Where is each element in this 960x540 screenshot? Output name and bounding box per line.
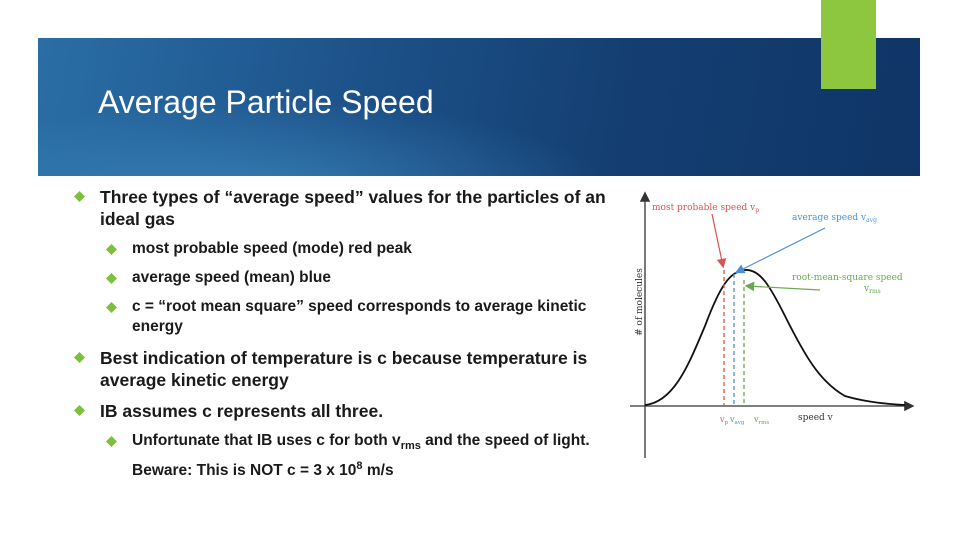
diamond-bullet-icon: [106, 273, 117, 284]
y-axis-label: # of molecules: [635, 268, 645, 336]
banner-glow: [38, 98, 618, 176]
vavg-label: average speed vavg: [792, 213, 877, 224]
diamond-bullet-icon: [106, 244, 117, 255]
vrms-label-line1: root-mean-square speed: [792, 273, 903, 283]
diamond-bullet-icon: [106, 436, 117, 447]
bullet-item: most probable speed (mode) red peak: [70, 239, 610, 259]
bullet-text: Three types of “average speed” values fo…: [100, 187, 606, 229]
bullet-item: IB assumes c represents all three.: [70, 400, 610, 422]
speed-distribution-graph: most probable speed vp average speed vav…: [630, 191, 915, 458]
bullet-item: Three types of “average speed” values fo…: [70, 186, 610, 230]
vp-label: most probable speed vp: [652, 203, 759, 214]
vp-tick-label: vp: [719, 415, 729, 426]
bullet-text: Unfortunate that IB uses c for both vrms…: [132, 432, 590, 480]
vavg-tick-label: vavg: [729, 415, 745, 426]
diamond-bullet-icon: [106, 302, 117, 313]
bullet-text: IB assumes c represents all three.: [100, 401, 384, 421]
distribution-curve: [644, 269, 906, 406]
bullet-text: most probable speed (mode) red peak: [132, 240, 412, 257]
bullet-list: Three types of “average speed” values fo…: [70, 186, 610, 481]
title-banner: [38, 38, 920, 176]
bullet-text: Best indication of temperature is c beca…: [100, 348, 588, 390]
bullet-text: c = “root mean square” speed corresponds…: [132, 298, 587, 335]
bullet-item: Unfortunate that IB uses c for both vrms…: [70, 431, 610, 481]
diamond-bullet-icon: [74, 352, 85, 363]
diamond-bullet-icon: [74, 191, 85, 202]
diamond-bullet-icon: [74, 405, 85, 416]
vrms-arrow: [744, 281, 821, 292]
x-axis-label: speed v: [798, 413, 834, 423]
bullet-item: c = “root mean square” speed corresponds…: [70, 297, 610, 337]
vavg-arrow: [734, 227, 826, 274]
accent-green-tab: [821, 0, 876, 89]
vp-arrow: [711, 213, 727, 269]
slide-title: Average Particle Speed: [98, 84, 434, 120]
bullet-text: average speed (mean) blue: [132, 269, 331, 286]
bullet-item: average speed (mean) blue: [70, 268, 610, 288]
bullet-item: Best indication of temperature is c beca…: [70, 347, 610, 391]
vrms-label-line2: vrms: [863, 284, 881, 295]
vrms-tick-label: vrms: [753, 415, 769, 426]
